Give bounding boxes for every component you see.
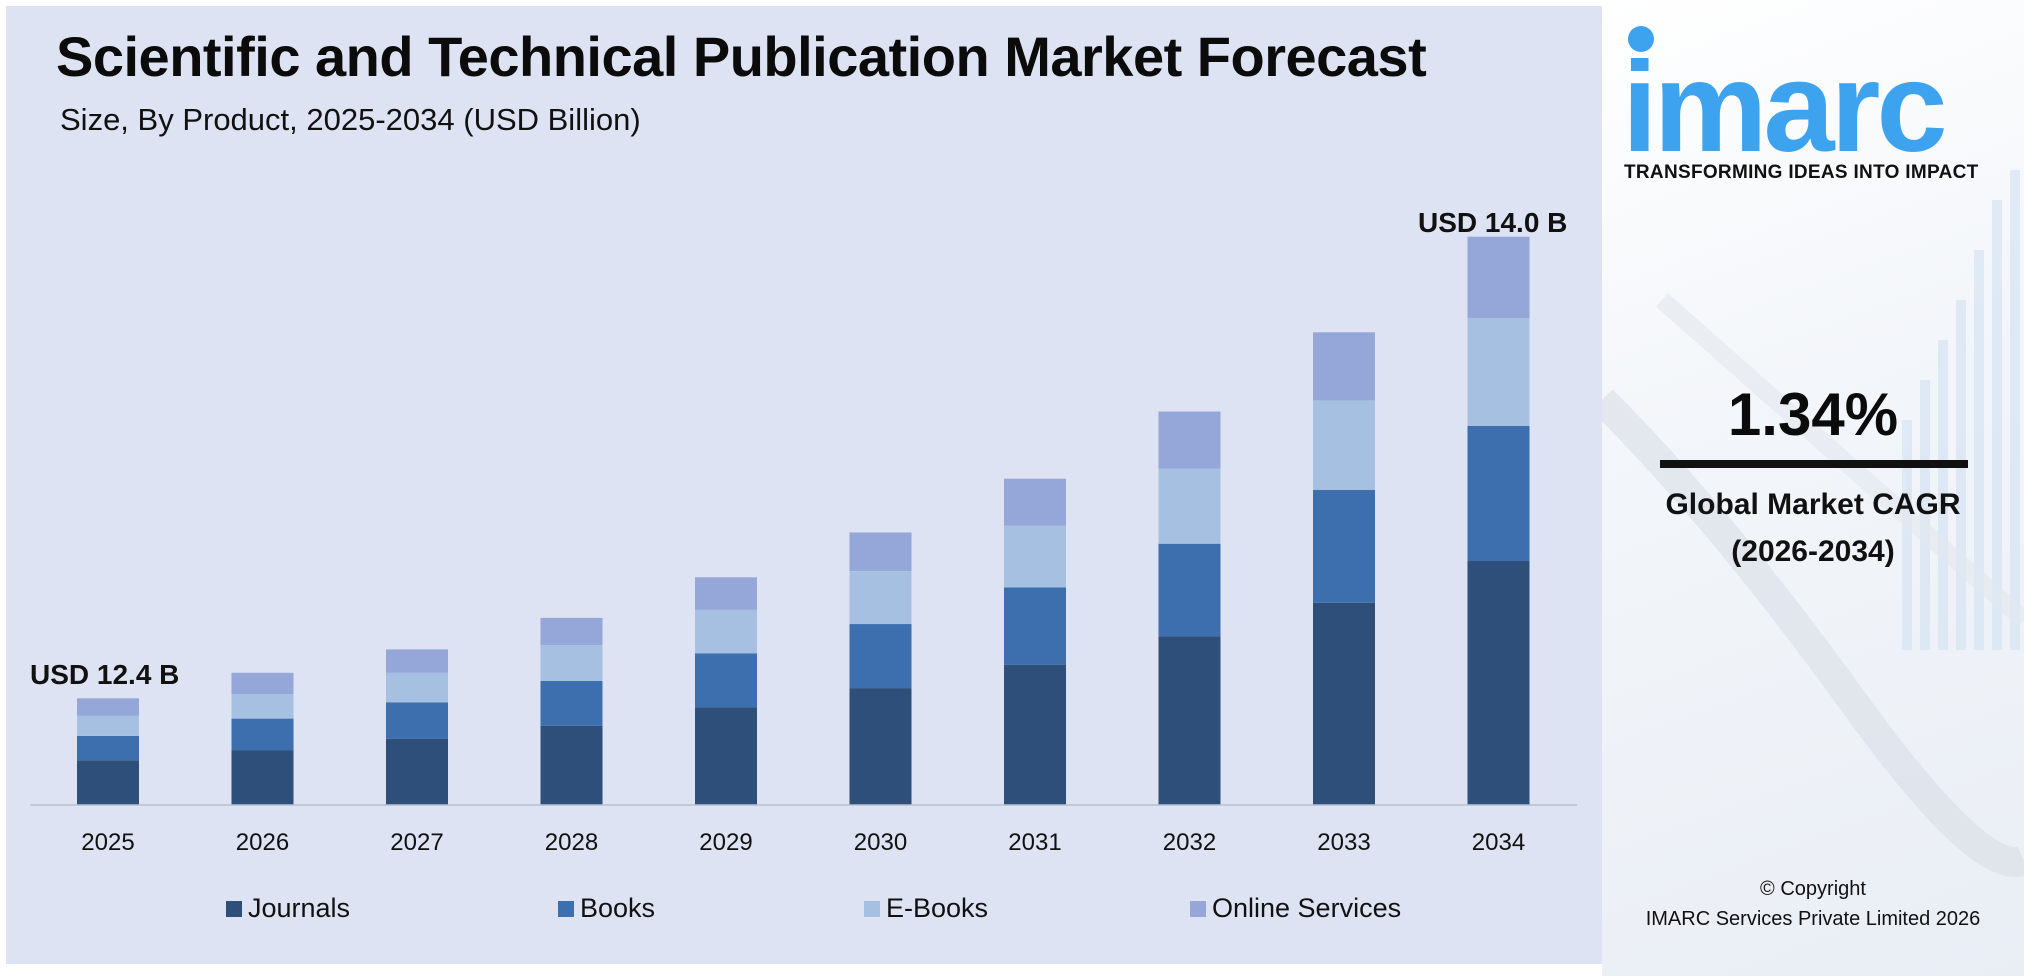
- bar-2027-books: [386, 702, 448, 739]
- x-tick-label-2033: 2033: [1317, 829, 1370, 856]
- bar-2029-e-books: [695, 609, 757, 654]
- bar-2029-books: [695, 653, 757, 708]
- imarc-logo: imarc: [1622, 36, 1948, 179]
- bar-2031-e-books: [1004, 525, 1066, 588]
- bar-2030-books: [849, 624, 912, 688]
- legend-swatch-online-services: [1190, 900, 1206, 917]
- logo-tagline: TRANSFORMING IDEAS INTO IMPACT: [1624, 162, 1979, 183]
- bar-2030-online-services: [849, 532, 912, 572]
- cagr-label-line2: (2026-2034): [1731, 534, 1895, 568]
- legend-swatch-ebooks: [864, 900, 880, 917]
- bar-2027-online-services: [386, 649, 448, 673]
- copyright: © Copyright IMARC Services Private Limit…: [1602, 874, 2024, 934]
- x-tick-label-2032: 2032: [1163, 829, 1216, 856]
- bar-2028-books: [540, 681, 603, 726]
- x-tick-label-2025: 2025: [81, 829, 134, 856]
- bar-2026-journals: [231, 750, 294, 805]
- x-tick-label-2031: 2031: [1008, 829, 1061, 856]
- bar-2029-online-services: [695, 577, 757, 610]
- x-tick-label-2029: 2029: [699, 829, 752, 856]
- bar-2026-online-services: [231, 672, 294, 695]
- legend-label-books: Books: [580, 893, 656, 923]
- x-tick-labels: 2025 2026 2027 2028 2029 2030 2031 2032 2033 2034: [81, 829, 1525, 856]
- x-tick-label-2034: 2034: [1472, 829, 1525, 856]
- bar-2027-journals: [386, 738, 448, 805]
- cagr-divider: [1660, 460, 1968, 468]
- bar-2026-e-books: [231, 694, 294, 719]
- bar-2034-books: [1467, 425, 1530, 561]
- legend-item-books: Books: [558, 893, 655, 924]
- copyright-line1: © Copyright: [1760, 878, 1866, 900]
- cagr-label-line1: Global Market CAGR: [1665, 488, 1961, 521]
- logo-dot: [1628, 26, 1654, 52]
- legend-item-ebooks: E-Books: [864, 893, 988, 924]
- bar-2033-e-books: [1313, 400, 1375, 490]
- legend-swatch-journals: [226, 900, 242, 917]
- bar-2033-books: [1313, 489, 1375, 603]
- bar-2025-online-services: [77, 698, 139, 716]
- x-tick-label-2027: 2027: [390, 829, 443, 856]
- legend-item-online-services: Online Services: [1190, 893, 1401, 924]
- bar-2026-books: [231, 718, 294, 751]
- cagr-value: 1.34%: [1727, 381, 1899, 448]
- bars-group: [77, 236, 1530, 805]
- bar-2032-e-books: [1158, 468, 1221, 544]
- bar-2031-journals: [1004, 664, 1066, 805]
- bar-2032-journals: [1158, 636, 1221, 805]
- bar-2028-journals: [540, 725, 603, 805]
- legend-label-online-services: Online Services: [1212, 893, 1402, 923]
- side-panel: imarc TRANSFORMING IDEAS INTO IMPACT 1.3…: [1602, 0, 2024, 976]
- bar-2030-journals: [849, 688, 912, 805]
- bar-2034-online-services: [1467, 236, 1530, 318]
- end-value-label: USD 14.0 B: [1418, 207, 1567, 238]
- x-tick-label-2028: 2028: [545, 829, 598, 856]
- bar-2033-journals: [1313, 602, 1375, 805]
- bar-2034-journals: [1467, 561, 1530, 805]
- legend-label-journals: Journals: [248, 893, 351, 923]
- x-tick-label-2030: 2030: [854, 829, 907, 856]
- bar-2031-online-services: [1004, 478, 1066, 526]
- start-value-label: USD 12.4 B: [30, 659, 179, 690]
- bar-2028-e-books: [540, 645, 603, 681]
- bar-2034-e-books: [1467, 318, 1530, 426]
- bar-2028-online-services: [540, 617, 603, 646]
- bar-2031-books: [1004, 587, 1066, 665]
- bar-2025-books: [77, 735, 139, 761]
- chart-subtitle: Size, By Product, 2025-2034 (USD Billion…: [60, 102, 641, 137]
- legend-item-journals: Journals: [226, 893, 350, 924]
- bar-2027-e-books: [386, 672, 448, 703]
- copyright-line2: IMARC Services Private Limited 2026: [1645, 908, 1981, 930]
- chart-title: Scientific and Technical Publication Mar…: [56, 25, 1427, 88]
- bar-chart: 2025 2026 2027 2028 2029 2030 2031 2032 2033 2034…: [30, 207, 1577, 856]
- bar-2029-journals: [695, 707, 757, 805]
- bar-2032-books: [1158, 543, 1221, 637]
- bar-2025-e-books: [77, 715, 139, 736]
- bar-2025-journals: [77, 760, 139, 805]
- legend-label-ebooks: E-Books: [886, 893, 989, 923]
- cagr-label: Global Market CAGR (2026-2034): [1602, 482, 2024, 575]
- bar-2033-online-services: [1313, 332, 1375, 401]
- legend-swatch-books: [558, 900, 574, 917]
- bar-2030-e-books: [849, 571, 912, 625]
- bar-2032-online-services: [1158, 411, 1221, 469]
- x-tick-label-2026: 2026: [236, 829, 289, 856]
